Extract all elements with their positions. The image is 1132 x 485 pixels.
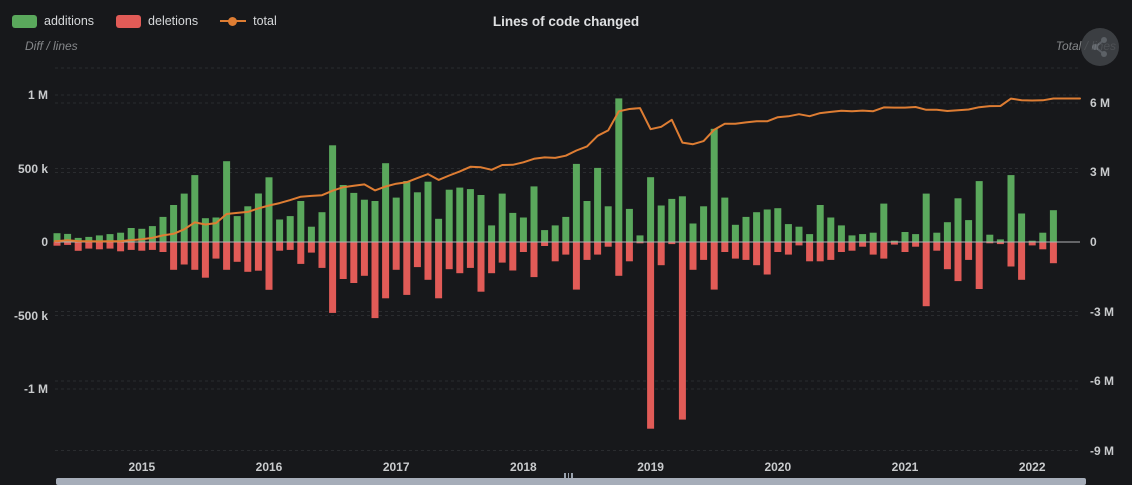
scrollbar-grip-icon[interactable] [564,473,576,478]
left-axis-tick-label: -1 M [24,382,48,396]
right-axis-tick-label: -9 M [1090,443,1114,458]
data-zoom-scrollbar[interactable] [56,478,1086,485]
left-axis-tick-label: 1 M [27,88,48,102]
additions-swatch-icon [12,14,37,28]
deletions-swatch-icon [116,14,142,28]
right-axis-tick-label: 0 [1090,235,1097,249]
x-axis-year-label: 2019 [637,460,664,474]
legend-item-deletions[interactable]: deletions [116,14,198,28]
legend-label-total: total [253,14,277,28]
x-axis-year-label: 2020 [764,460,792,474]
left-axis-title: Diff / lines [25,39,78,53]
left-axis-tick-label: -500 k [13,308,48,323]
share-graph-icon[interactable] [1081,28,1119,66]
right-axis-tick-label: 6 M [1090,95,1111,110]
chart-title: Lines of code changed [492,14,640,29]
left-axis-tick-label: 500 k [17,161,48,176]
x-axis-year-label: 2018 [510,460,537,474]
legend-item-additions[interactable]: additions [12,14,94,28]
x-axis-year-label: 2021 [891,460,919,474]
total-line-marker-icon [220,15,247,28]
x-axis-year-label: 2015 [128,460,156,474]
legend-item-total[interactable]: total [220,14,277,28]
right-axis-tick-label: -6 M [1090,374,1114,389]
right-axis-tick-label: 3 M [1090,165,1111,180]
left-axis-tick-label: 0 [41,235,48,249]
legend: additions deletions total [12,14,277,28]
legend-label-additions: additions [44,14,95,28]
x-axis-year-label: 2017 [382,460,410,474]
x-axis-year-label: 2022 [1018,460,1046,474]
x-axis-year-label: 2016 [255,460,283,474]
right-axis-tick-label: -3 M [1090,304,1114,319]
legend-label-deletions: deletions [148,14,199,28]
